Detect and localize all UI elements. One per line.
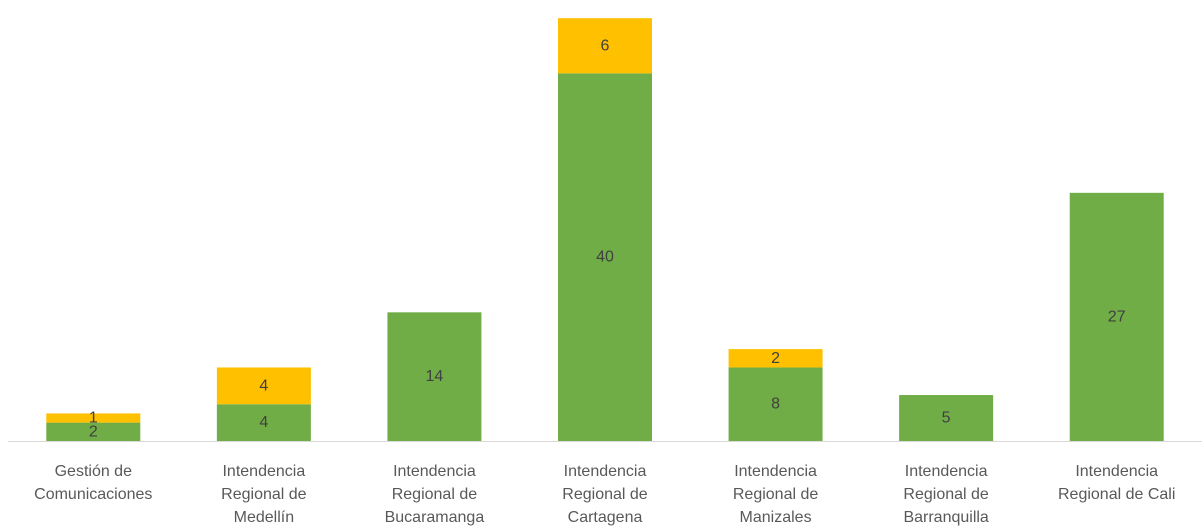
- data-label-series-1-cat-3: 14: [426, 368, 444, 385]
- category-label-5: Intendencia Regional de Manizales: [733, 463, 819, 526]
- bar-layer: [46, 18, 1164, 441]
- data-label-series-1-cat-6: 5: [942, 410, 951, 427]
- category-label-4: Intendencia Regional de Cartagena: [562, 463, 648, 526]
- category-label-3: Intendencia Regional de Bucaramanga: [385, 463, 485, 526]
- bar-segment-series-1-cat-3: [387, 312, 482, 441]
- category-label-1: Gestión de Comunicaciones: [34, 463, 152, 503]
- data-label-series-1-cat-4: 40: [596, 249, 614, 266]
- bar-segment-series-1-cat-7: [1069, 192, 1164, 441]
- data-label-series-2-cat-5: 2: [771, 350, 780, 367]
- data-label-series-1-cat-2: 4: [259, 414, 268, 431]
- data-label-series-2-cat-4: 6: [601, 37, 610, 54]
- data-label-series-2-cat-1: 1: [89, 410, 98, 427]
- bar-segment-series-2-cat-1: [46, 413, 141, 423]
- bar-segment-series-1-cat-5: [728, 367, 823, 441]
- bar-segment-series-1-cat-1: [46, 422, 141, 441]
- bar-segment-series-1-cat-4: [558, 73, 652, 441]
- data-label-series-2-cat-2: 4: [259, 377, 268, 394]
- bar-segment-series-2-cat-5: [728, 349, 823, 368]
- category-label-7: Intendencia Regional de Cali: [1058, 463, 1175, 503]
- data-label-series-1-cat-1: 2: [89, 423, 98, 440]
- category-label-6: Intendencia Regional de Barranquilla: [903, 463, 989, 526]
- bar-segment-series-2-cat-4: [558, 18, 652, 74]
- data-label-series-1-cat-7: 27: [1108, 308, 1126, 325]
- bar-segment-series-1-cat-6: [899, 395, 994, 441]
- bar-segment-series-2-cat-2: [216, 367, 311, 405]
- bar-segment-series-1-cat-2: [216, 404, 311, 441]
- category-label-layer: Gestión de Comunicaciones Intendencia Regio…: [34, 463, 1175, 526]
- category-label-2: Intendencia Regional de Medellín: [221, 463, 307, 526]
- data-label-series-1-cat-5: 8: [771, 396, 780, 413]
